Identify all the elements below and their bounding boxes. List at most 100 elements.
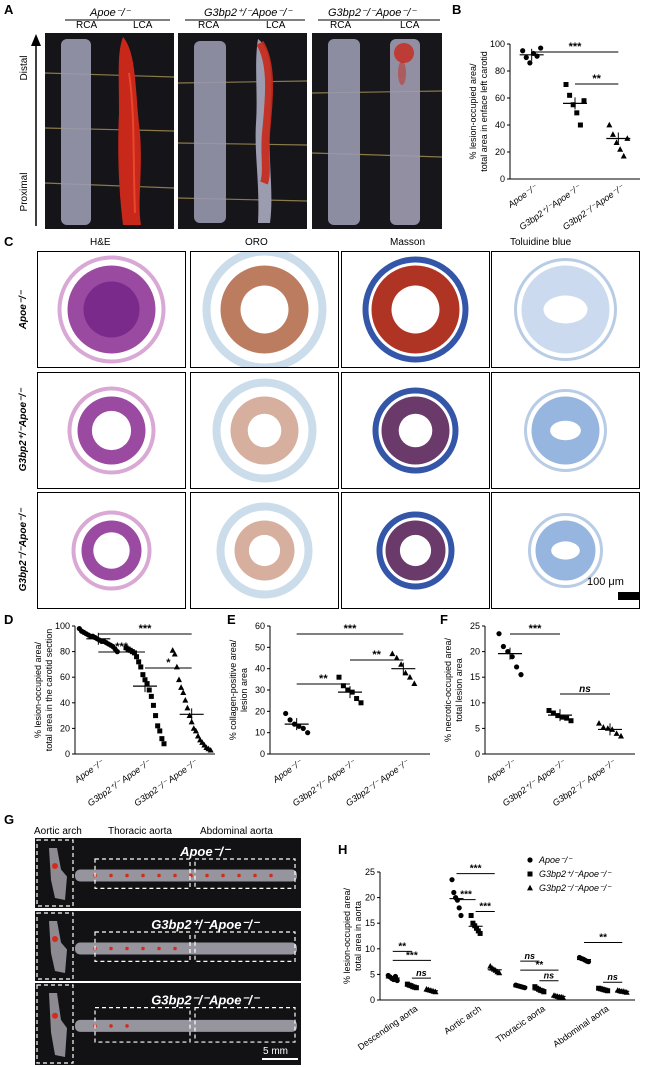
lesion-spot	[52, 863, 58, 869]
panel-label-e: E	[227, 612, 236, 627]
histology-section-tb-apoe	[491, 251, 640, 368]
significance-label: ns	[579, 684, 591, 695]
adventitia	[528, 513, 603, 588]
y-axis-label: % lesion-occupied area/total area in enf…	[468, 51, 489, 172]
significance-label: **	[319, 673, 328, 685]
data-point	[340, 683, 346, 689]
data-point	[287, 717, 293, 723]
data-point	[146, 687, 152, 693]
y-axis-label-line-2: total area in the carotid section	[44, 629, 54, 752]
row-label-ko: G3bp2⁻/⁻Apoe⁻/⁻	[18, 507, 29, 592]
histology-section-oro-apoe	[190, 251, 339, 368]
significance-label: ***	[460, 890, 472, 901]
data-point	[176, 676, 182, 683]
histology-section-masson-het	[341, 372, 490, 489]
y-tick-label: 30	[255, 685, 265, 695]
data-point	[283, 710, 289, 717]
stain-label-tb: Toluidine blue	[510, 237, 572, 248]
histology-section-he-het	[37, 372, 186, 489]
data-point	[413, 985, 419, 991]
y-axis-label-line-1: % lesion-occupied area/	[342, 887, 352, 984]
y-axis-label-line-1: % collagen-positive area/	[228, 639, 238, 740]
series-points	[496, 631, 524, 678]
arch-box	[36, 912, 74, 980]
lumen	[240, 285, 289, 334]
significance-label: ***	[139, 623, 153, 635]
distal-proximal-arrow: Distal Proximal	[19, 34, 41, 226]
histology-section-masson-ko	[341, 492, 490, 609]
lesion-spot	[52, 936, 58, 942]
y-tick-label: 20	[60, 723, 70, 733]
y-axis-label: % collagen-positive area/lesion area	[228, 639, 249, 740]
data-point	[157, 728, 163, 734]
y-tick-label: 5	[475, 723, 480, 733]
chart-f: 0 5 10 15 20 25 % necrotic-occupied area/total…	[443, 621, 635, 807]
category-label: Thoracic aorta	[494, 1003, 547, 1044]
aorta-row-label: G3bp2⁻/⁻Apoe⁻/⁻	[151, 992, 261, 1007]
aorta-photo-het: G3bp2⁺/⁻Apoe⁻/⁻	[35, 911, 301, 981]
aorta-row-label: Apoe⁻/⁻	[179, 844, 232, 859]
data-point	[541, 989, 547, 995]
data-point	[161, 741, 167, 747]
lesion-spot	[125, 873, 129, 878]
carotid-photo-het	[178, 33, 307, 229]
data-point	[305, 730, 311, 736]
series-points	[468, 913, 483, 936]
stain-label-he: H&E	[90, 237, 111, 248]
stain-label-masson: Masson	[390, 237, 426, 248]
lumen	[247, 413, 282, 448]
data-point	[514, 664, 520, 670]
data-point	[184, 704, 191, 711]
data-point	[613, 730, 620, 736]
data-point	[560, 994, 566, 1000]
data-point	[496, 631, 502, 637]
data-point	[207, 746, 214, 753]
data-point	[336, 674, 342, 680]
y-tick-label: 15	[365, 918, 375, 928]
group-underlines	[65, 19, 440, 21]
lesion-spot	[109, 873, 113, 878]
y-tick-label: 40	[60, 698, 70, 708]
adventitia	[202, 252, 327, 367]
data-point	[195, 732, 201, 739]
rca-label-1: RCA	[76, 20, 98, 31]
significance-label: ns	[544, 971, 555, 981]
descending-aorta	[75, 869, 297, 882]
y-tick-label: 60	[60, 672, 70, 682]
y-tick-label: 25	[365, 867, 375, 877]
aorta-photo-apoe: Apoe⁻/⁻	[35, 838, 301, 908]
data-point	[138, 664, 144, 670]
y-axis-label-line-1: % lesion-occupied area/	[33, 641, 43, 738]
data-point	[509, 654, 515, 660]
y-tick-label: 10	[470, 698, 480, 708]
category-label: Apoe⁻/⁻	[72, 757, 107, 785]
lumen	[83, 281, 140, 338]
legend-label: G3bp2⁺/⁻Apoe⁻/⁻	[539, 869, 612, 879]
lumen	[398, 413, 433, 448]
data-point	[618, 732, 624, 739]
lesion-spot	[269, 873, 273, 878]
histology-section-tb-het	[491, 372, 640, 489]
lesion-spot	[157, 873, 161, 878]
adventitia	[376, 511, 455, 590]
arch-box	[36, 839, 74, 907]
y-tick-label: 0	[260, 749, 265, 759]
y-tick-label: 80	[495, 66, 505, 76]
lumen	[93, 532, 130, 569]
legend-marker	[527, 857, 533, 863]
legend-marker	[527, 871, 533, 877]
category-label: Abdominal aorta	[551, 1003, 610, 1049]
y-tick-label: 0	[65, 749, 70, 759]
adventitia	[524, 389, 607, 472]
data-point	[136, 659, 142, 665]
lesion-spot	[173, 946, 177, 951]
aortic-arch	[49, 993, 67, 1057]
chart-e: 0 10 20 30 40 50 60 % collagen-positive area/le…	[228, 621, 430, 807]
significance-label: **	[372, 649, 381, 661]
data-point	[609, 131, 616, 137]
thoracic-box	[94, 1007, 191, 1043]
lumen	[391, 285, 440, 334]
row-label-het: G3bp2⁺/⁻Apoe⁻/⁻	[18, 387, 29, 472]
y-axis-label-line-1: % lesion-occupied area/	[468, 63, 478, 160]
